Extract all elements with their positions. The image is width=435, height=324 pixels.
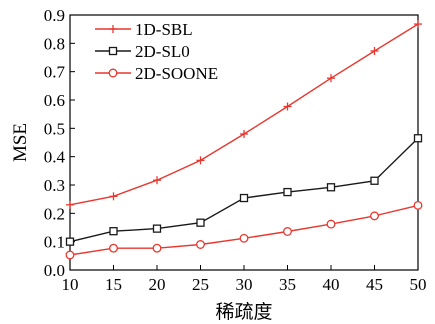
y-tick-label: 0.4 xyxy=(44,148,66,167)
legend-marker xyxy=(109,25,117,33)
data-point xyxy=(66,200,74,209)
series-layer xyxy=(65,20,423,260)
x-tick-label: 30 xyxy=(236,275,253,294)
x-tick-label: 20 xyxy=(149,275,166,294)
x-tick-label: 25 xyxy=(192,275,209,294)
data-point xyxy=(65,237,75,246)
legend-label: 2D-SL0 xyxy=(135,42,190,61)
data-point xyxy=(109,227,118,236)
x-axis-title: 稀疏度 xyxy=(215,301,272,323)
data-point xyxy=(239,233,249,243)
y-tick-label: 0.5 xyxy=(44,119,65,138)
data-point xyxy=(109,192,118,201)
data-point xyxy=(283,102,292,111)
legend: 1D-SBL 2D-SL0 2D-SOONE xyxy=(95,20,218,83)
series-2D-SL0 xyxy=(65,134,423,246)
y-axis: 0.0 0.1 0.2 0.3 0.4 0.5 0.6 0.7 0.8 0.9 xyxy=(44,6,75,280)
x-tick-label: 15 xyxy=(105,275,122,294)
y-tick-label: 0.1 xyxy=(44,233,65,252)
series-line xyxy=(69,137,419,243)
data-point xyxy=(283,187,292,197)
data-point xyxy=(153,176,161,185)
x-tick-label: 40 xyxy=(323,275,340,294)
data-point xyxy=(152,243,162,253)
y-tick-label: 0.9 xyxy=(44,6,65,25)
data-point xyxy=(370,211,379,221)
y-tick-label: 0.3 xyxy=(44,176,65,195)
data-point xyxy=(370,46,379,55)
legend-item: 2D-SOONE xyxy=(95,64,218,83)
plot-frame xyxy=(69,14,419,271)
x-tick-label: 50 xyxy=(410,275,427,294)
series-1D-SBL xyxy=(66,20,422,209)
data-point xyxy=(196,218,205,227)
data-point xyxy=(196,240,205,249)
legend-marker xyxy=(108,46,118,56)
data-point xyxy=(239,193,249,203)
data-point xyxy=(413,200,423,210)
x-tick-label: 45 xyxy=(366,275,383,294)
legend-label: 1D-SBL xyxy=(135,20,193,39)
data-point xyxy=(413,134,423,143)
data-point xyxy=(152,224,162,233)
y-axis-title: MSE xyxy=(10,123,31,162)
legend-item: 1D-SBL xyxy=(95,20,193,39)
data-point xyxy=(414,20,422,29)
data-point xyxy=(65,250,75,260)
y-tick-label: 0.0 xyxy=(44,261,65,280)
y-tick-label: 0.8 xyxy=(44,34,65,53)
y-tick-label: 0.2 xyxy=(44,204,65,223)
plot-border xyxy=(69,14,419,271)
data-point xyxy=(109,243,118,253)
data-point xyxy=(240,130,248,138)
x-tick-label: 10 xyxy=(62,275,79,294)
series-2D-SOONE xyxy=(65,200,423,260)
y-tick-label: 0.7 xyxy=(44,63,66,82)
data-point xyxy=(283,227,292,236)
y-tick-label: 0.6 xyxy=(44,91,65,110)
x-axis: 10 15 20 25 30 35 40 45 50 xyxy=(62,265,427,294)
legend-item: 2D-SL0 xyxy=(95,42,190,61)
data-point xyxy=(196,156,205,165)
data-point xyxy=(327,74,335,83)
data-point xyxy=(326,183,336,192)
data-point xyxy=(326,219,336,229)
legend-label: 2D-SOONE xyxy=(135,64,218,83)
data-point xyxy=(370,176,379,185)
legend-marker xyxy=(108,68,118,78)
x-tick-label: 35 xyxy=(279,275,296,294)
